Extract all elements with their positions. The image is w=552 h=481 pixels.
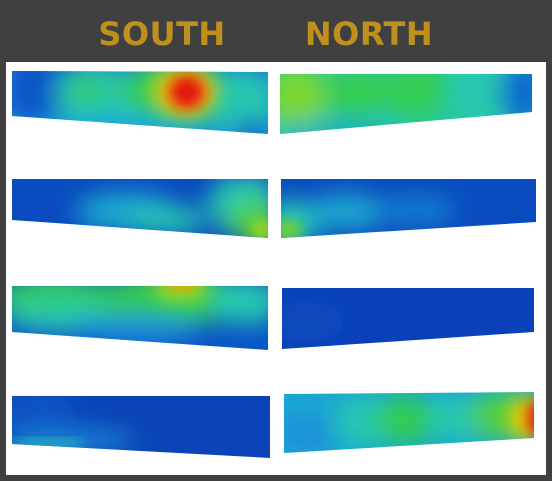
north-contour-2 [281,179,536,238]
south-contour-4 [12,396,270,458]
south-heading: SOUTH [98,15,226,53]
south-contour-2 [12,179,268,238]
north-heading: NORTH [304,15,434,53]
north-contour-4 [284,392,534,453]
north-contour-3 [282,288,534,349]
north-contour-1 [280,74,532,134]
south-contour-3 [12,286,268,350]
contour-panel [6,62,546,475]
south-contour-1 [12,71,268,134]
